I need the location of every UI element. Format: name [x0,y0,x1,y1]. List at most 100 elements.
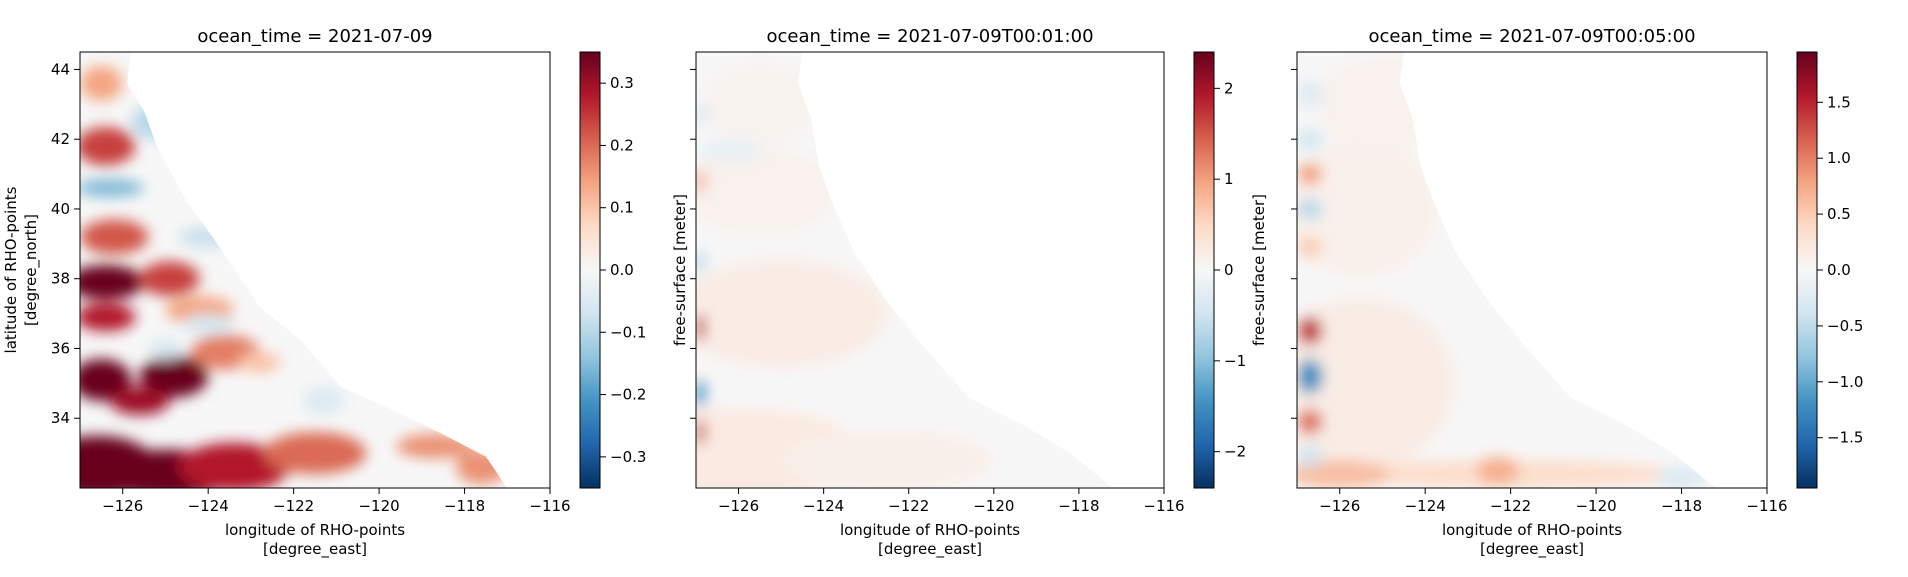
field-feature [1297,359,1323,394]
field-feature [139,261,200,297]
colorbar: −1.5 −1.0 −0.5 0.0 0.5 1.0 1.5 free-surface [me… [1796,51,1908,489]
colorbar-tick-label: −0.5 [1827,317,1863,335]
field-feature [80,359,132,401]
colorbar-tick-label: −1 [1224,352,1246,370]
colorbar-gradient [1797,52,1817,488]
colorbar-gradient [1194,52,1214,488]
field-feature [696,168,706,194]
colorbar-tick-label: 0.3 [610,74,634,92]
field-feature [696,146,837,237]
field-feature [696,420,706,445]
x-axis-label: [degree_east] [263,540,367,559]
colorbar-label: free-surface [meter] [1906,194,1908,346]
field-feature [238,351,281,373]
field-feature [1476,456,1520,485]
field-layer [1297,55,1708,488]
field-feature [1297,296,1456,471]
field-feature [80,264,145,300]
chart-title: ocean_time = 2021-07-09T00:01:00 [766,26,1093,47]
y-axis-label: latitude of RHO-points [2,186,20,353]
x-tick-label: −124 [1405,497,1446,515]
y-axis-label: [degree_north] [22,214,41,326]
colorbar-tick-label: 0.1 [610,199,634,217]
x-tick-label: −118 [444,497,485,515]
x-axis-label: longitude of RHO-points [840,521,1020,539]
field-feature [1655,467,1708,488]
field-layer [696,62,994,488]
x-axis-label: longitude of RHO-points [225,521,405,539]
x-axis-label: longitude of RHO-points [1442,521,1622,539]
field-feature [80,66,123,101]
colorbar-label: free-surface [meter] [671,194,689,346]
colorbar-tick-label: −1.5 [1827,429,1863,447]
colorbar-tick-label: −0.3 [610,448,646,466]
colorbar-tick-label: 2 [1224,79,1234,97]
colorbar-tick-label: 0.0 [610,261,634,279]
field-feature [302,386,345,415]
x-tick-label: −124 [188,497,229,515]
colorbar-tick-label: −0.2 [610,386,646,404]
x-tick-label: −120 [973,497,1014,515]
field-feature [80,127,136,166]
x-tick-label: −118 [1661,497,1702,515]
y-tick-label: 36 [51,339,70,357]
field-feature [1297,460,1391,488]
field-feature [696,139,764,161]
chart-title: ocean_time = 2021-07-09T00:05:00 [1368,26,1695,47]
field-feature [456,449,508,485]
field-feature [1318,55,1447,154]
y-tick-label: 38 [51,270,70,288]
x-tick-label: −120 [1575,497,1616,515]
panel-3: ocean_time = 2021-07-09T00:05:00 −126 −124… [1291,26,1908,559]
colorbar-tick-label: 0.2 [610,136,634,154]
x-tick-label: −126 [102,497,143,515]
axes-frame [695,51,1165,489]
x-axis-label: [degree_east] [1480,540,1584,559]
x-tick-label: −118 [1058,497,1099,515]
field-feature [139,355,209,398]
field-feature [696,250,706,272]
axes-frame [1296,51,1768,489]
colorbar-tick-label: 1 [1224,170,1234,188]
colorbar-tick-label: 1.0 [1827,149,1851,167]
axes-frame [79,51,551,489]
field-feature [1297,409,1323,434]
field-feature [1297,198,1323,220]
colorbar-tick-label: −0.1 [610,323,646,341]
field-feature [700,62,820,147]
y-tick-label: 34 [51,409,70,427]
x-axis-label: [degree_east] [878,540,982,559]
colorbar-tick-label: −2 [1224,443,1246,461]
field-feature [148,338,183,359]
field-feature [781,428,994,488]
colorbar-tick-label: 0 [1224,261,1234,279]
field-feature [696,104,706,126]
field-feature [178,226,239,248]
field-feature [182,313,234,335]
field-feature [696,257,888,370]
field-feature [696,379,706,408]
panel-1: ocean_time = 2021-07-09 −126 −124 −122 −120 −… [2,26,689,559]
colorbar-tick-label: 0.0 [1827,261,1851,279]
field-feature [178,442,290,488]
field-feature [1297,163,1323,185]
x-tick-label: −120 [358,497,399,515]
x-tick-label: −116 [1143,497,1184,515]
y-tick-label: 42 [51,130,70,148]
colorbar-tick-label: 1.5 [1827,93,1851,111]
y-tick-label: 40 [51,200,70,218]
x-tick-label: −124 [803,497,844,515]
field-feature [109,386,170,415]
field-layer [80,66,508,488]
x-tick-label: −116 [529,497,570,515]
x-tick-label: −122 [273,497,314,515]
field-feature [80,303,136,332]
x-tick-label: −126 [1319,497,1360,515]
x-tick-label: −122 [888,497,929,515]
field-feature [1297,79,1323,108]
field-feature [80,219,149,255]
colorbar-tick-label: −1.0 [1827,373,1863,391]
field-feature [1297,446,1323,468]
field-feature [1297,139,1438,279]
